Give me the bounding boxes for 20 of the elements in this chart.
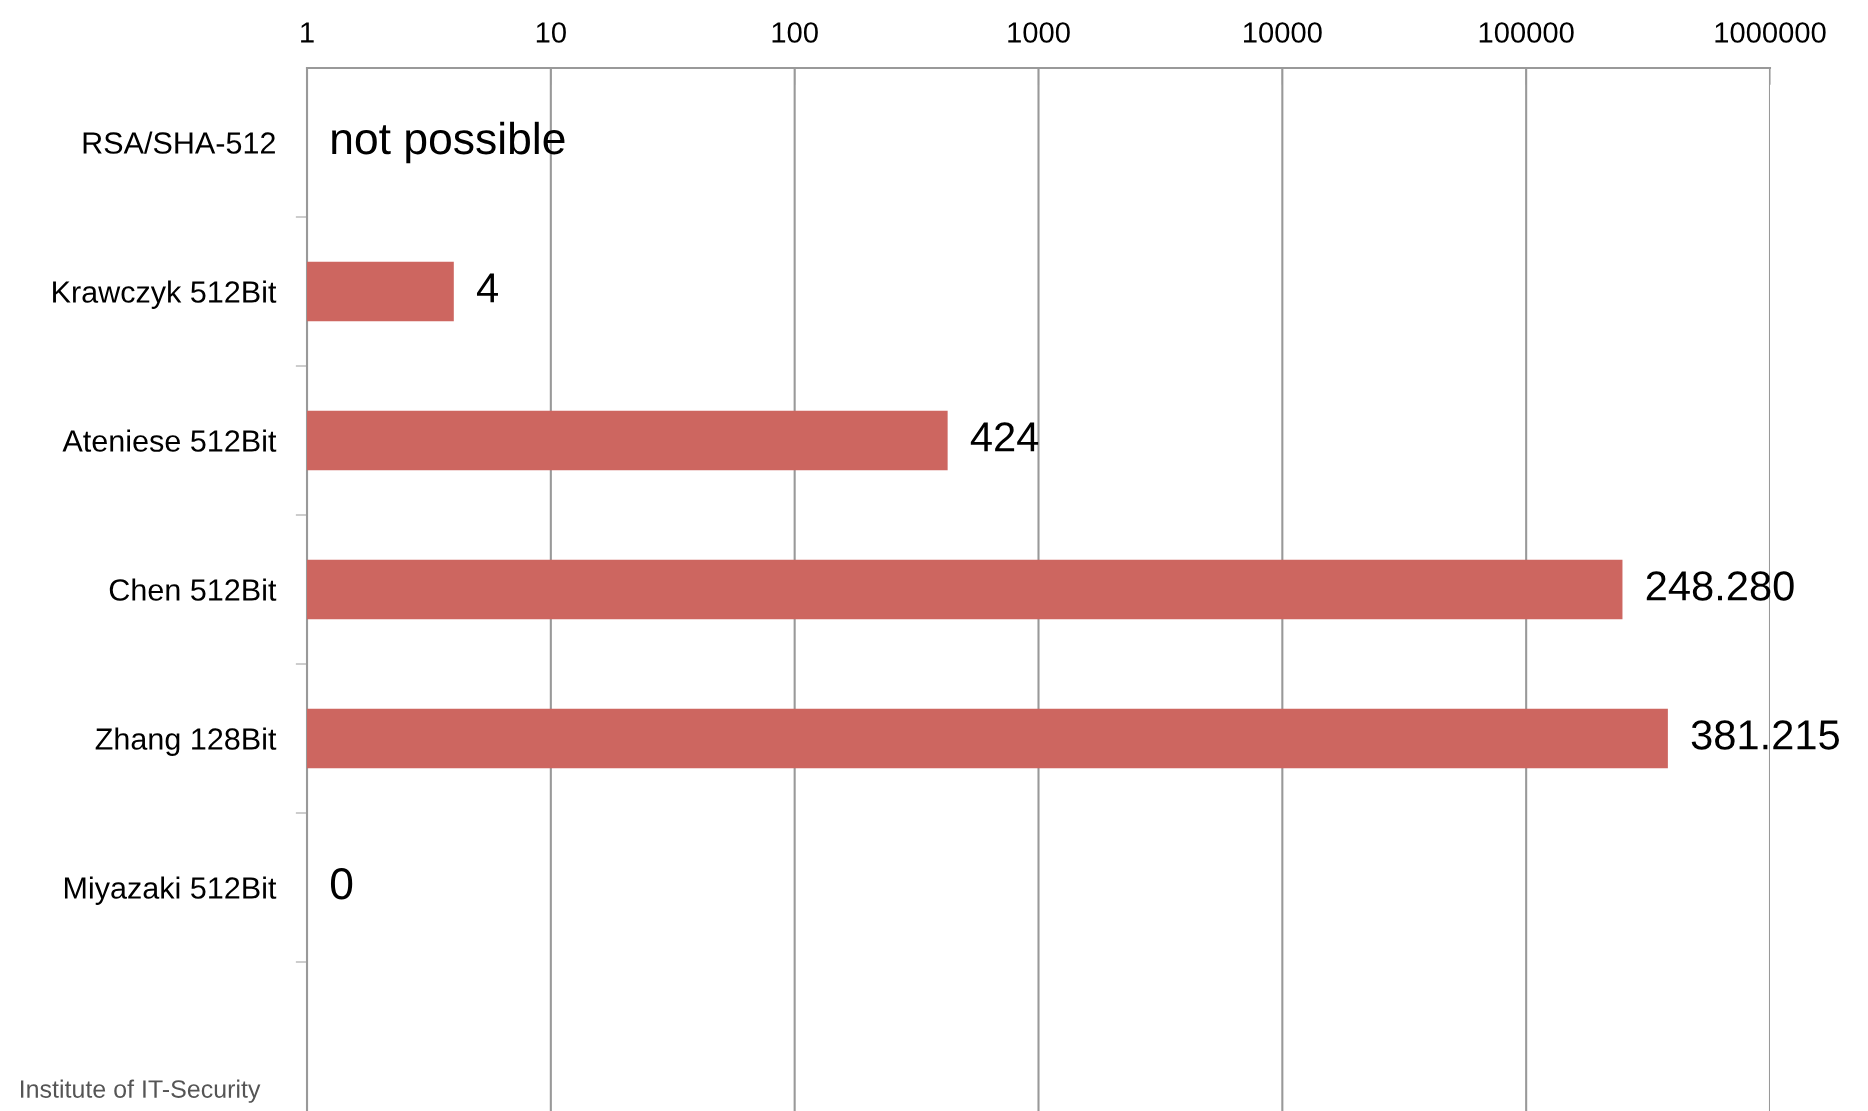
x-tick-label: 100 <box>772 22 818 43</box>
text: 0 <box>330 867 353 900</box>
x-tick-label: 100000 <box>1479 22 1574 43</box>
x-tick-label: 10 <box>536 22 566 43</box>
data-label: 4 <box>476 273 498 303</box>
y-tick-label: Ateniese 512Bit <box>62 429 277 452</box>
y-tick-label: Zhang 128Bit <box>95 727 277 756</box>
text: Institute of IT-Security <box>20 1079 261 1103</box>
x-tick-label: 1 <box>301 22 314 43</box>
y-tick-label: Krawczyk 512Bit <box>53 280 277 309</box>
y-tick-label: Miyazaki 512Bit <box>64 876 277 905</box>
text: not possible <box>332 121 565 164</box>
data-label: 248.280 <box>1646 571 1794 601</box>
data-label: 381.215 <box>1691 720 1839 750</box>
x-tick-label: 1000 <box>1008 22 1070 43</box>
x-tick-label: 10000 <box>1244 22 1322 43</box>
x-tick-label: 1000000 <box>1715 22 1826 43</box>
y-tick-label: Chen 512Bit <box>109 578 277 601</box>
data-label: 424 <box>970 422 1039 452</box>
y-tick-label: RSA/SHA-512 <box>83 131 275 154</box>
